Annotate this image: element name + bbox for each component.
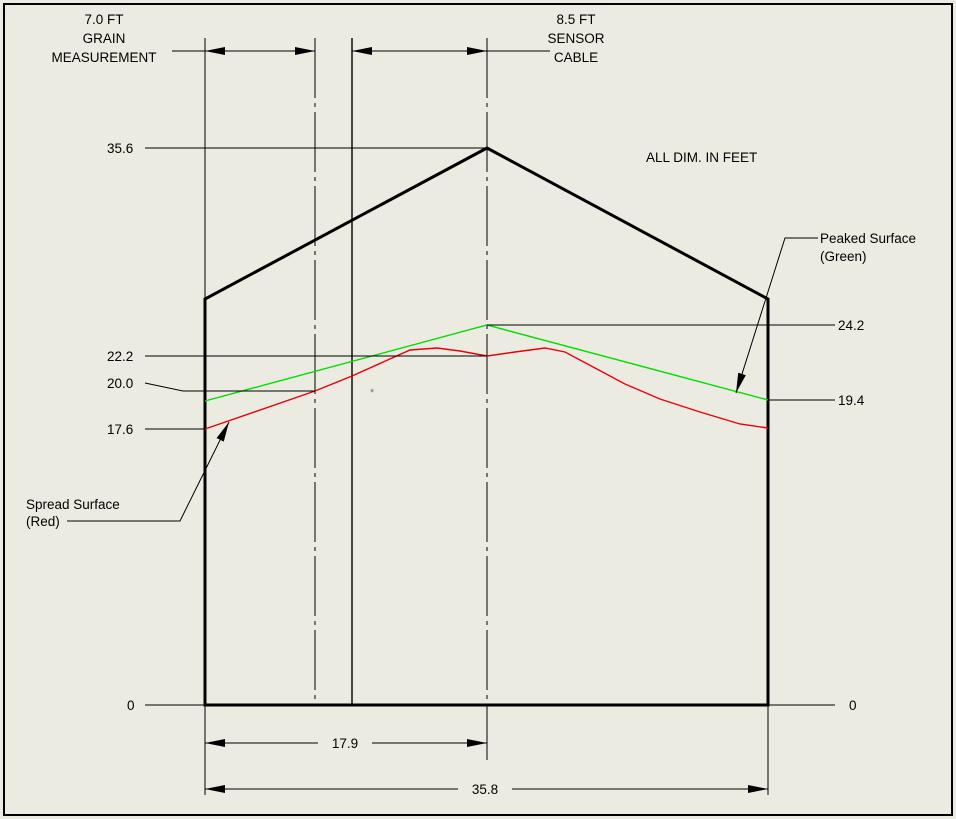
cable-level-value: 20.0	[107, 376, 133, 391]
floor-right-value: 0	[849, 698, 857, 713]
units-note: ALL DIM. IN FEET	[646, 150, 757, 165]
grain-measurement-label-line2: GRAIN	[83, 31, 126, 46]
drawing-frame	[3, 3, 953, 816]
bin-outline	[203, 146, 770, 707]
spread-center-value: 22.2	[107, 349, 133, 364]
spread-surface-line	[204, 347, 769, 430]
sensor-cable-label-line2: SENSOR	[547, 31, 604, 46]
spread-edge-value: 17.6	[107, 422, 133, 437]
spread-surface-label-line1: Spread Surface	[26, 497, 120, 512]
peaked-surface-label-line1: Peaked Surface	[820, 231, 916, 246]
reference-mark: *	[370, 387, 375, 399]
peaked-surface-label-line2: (Green)	[820, 249, 867, 264]
grain-measurement-label-line1: 7.0 FT	[84, 12, 123, 27]
peaked-surface-callout-leader	[735, 237, 818, 394]
sensor-cable-label-line3: CABLE	[554, 50, 598, 65]
peaked-edge-value: 19.4	[838, 393, 865, 408]
grain-measurement-label-line3: MEASUREMENT	[51, 50, 156, 65]
half-width-label-gap	[318, 733, 372, 753]
peak-value: 35.6	[107, 141, 133, 156]
cable-level-leader	[144, 382, 315, 392]
spread-surface-label-line2: (Red)	[26, 514, 60, 529]
sensor-cable-label-line1: 8.5 FT	[556, 12, 595, 27]
floor-left-value: 0	[127, 698, 135, 713]
full-width-value: 35.8	[472, 782, 498, 797]
full-width-label-gap	[458, 779, 512, 799]
half-width-value: 17.9	[332, 736, 358, 751]
spread-surface-callout-leader	[67, 421, 230, 522]
peaked-center-value: 24.2	[838, 318, 864, 333]
